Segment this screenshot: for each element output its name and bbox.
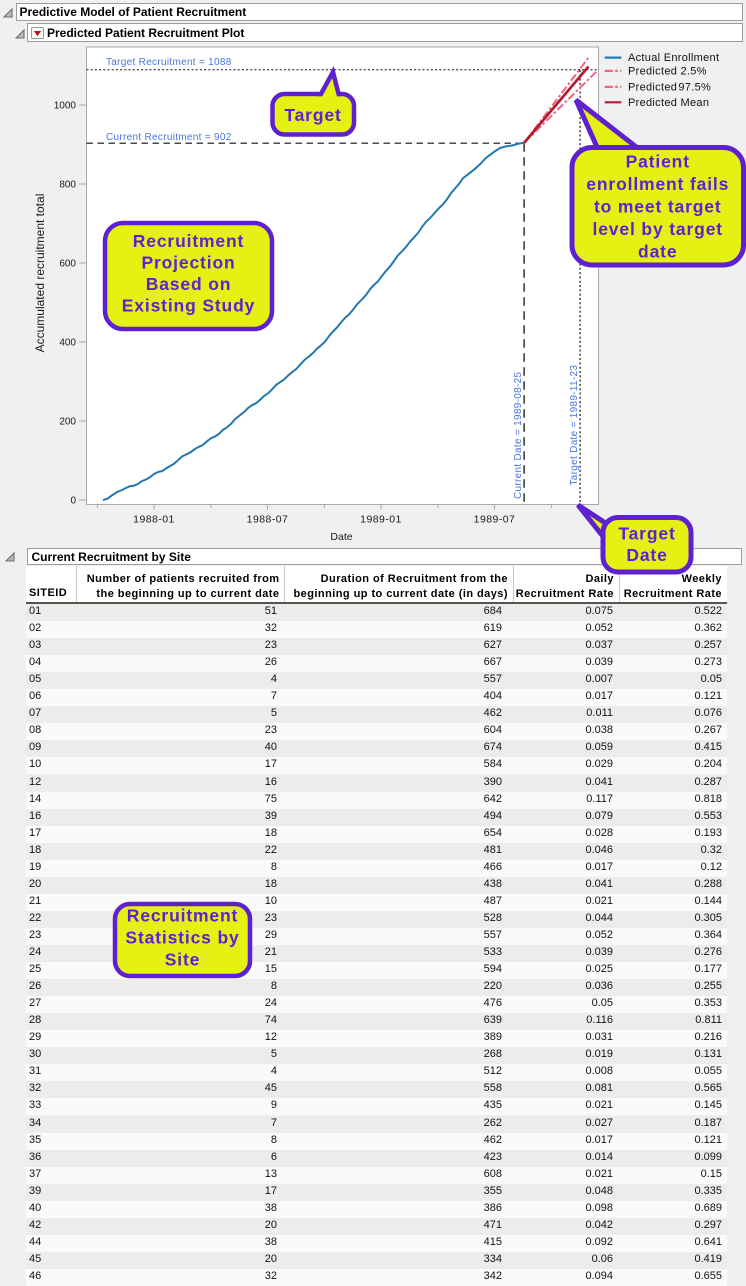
svg-text:Predicted 97.5%: Predicted 97.5% [628, 82, 711, 94]
svg-text:Actual Enrollment: Actual Enrollment [628, 52, 719, 64]
svg-text:to meet target: to meet target [594, 197, 722, 217]
svg-text:Predicted Mean: Predicted Mean [628, 97, 709, 109]
svg-text:Statistics by: Statistics by [125, 928, 239, 948]
svg-text:1000: 1000 [54, 101, 77, 112]
svg-text:Accumulated recruitment total: Accumulated recruitment total [33, 194, 47, 353]
svg-text:800: 800 [59, 180, 76, 191]
svg-text:Date: Date [330, 531, 352, 543]
svg-text:600: 600 [59, 259, 76, 270]
svg-text:Based on: Based on [146, 274, 232, 294]
svg-text:enrollment fails: enrollment fails [586, 174, 729, 194]
svg-text:1989-01: 1989-01 [360, 514, 402, 526]
svg-text:Target: Target [618, 524, 675, 544]
svg-text:Target Recruitment = 1088: Target Recruitment = 1088 [106, 57, 232, 68]
svg-text:date: date [638, 242, 677, 262]
svg-text:1989-07: 1989-07 [474, 514, 516, 526]
svg-text:Site: Site [165, 950, 201, 970]
svg-text:Target: Target [284, 105, 341, 125]
svg-text:1988-01: 1988-01 [133, 514, 175, 526]
svg-text:Projection: Projection [141, 253, 235, 273]
svg-text:200: 200 [59, 417, 76, 428]
svg-text:0: 0 [70, 496, 76, 507]
svg-text:Patient: Patient [626, 152, 690, 172]
svg-text:1988-07: 1988-07 [247, 514, 289, 526]
svg-text:Predicted 2.5%: Predicted 2.5% [628, 66, 707, 78]
svg-text:Current Recruitment = 902: Current Recruitment = 902 [106, 132, 232, 143]
svg-text:Current Date = 1989-08-25: Current Date = 1989-08-25 [513, 372, 524, 499]
svg-text:Date: Date [626, 545, 667, 565]
svg-text:Existing Study: Existing Study [122, 296, 255, 316]
svg-text:Recruitment: Recruitment [133, 231, 244, 251]
svg-text:Recruitment: Recruitment [127, 906, 238, 926]
svg-text:Target Date = 1989-11-23: Target Date = 1989-11-23 [569, 365, 580, 486]
svg-text:400: 400 [59, 338, 76, 349]
svg-text:level by target: level by target [593, 219, 723, 239]
